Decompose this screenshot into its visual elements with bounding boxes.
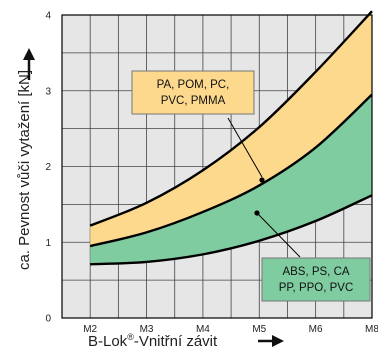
annotation-label: ABS, PS, CA	[282, 266, 349, 278]
boundary-curve-3	[90, 194, 373, 266]
annotation-box	[261, 257, 371, 302]
x-axis-title: B-Lok®-Vnitřní závit	[88, 332, 218, 350]
annotation-marker	[254, 210, 260, 216]
x-tick-label: M8	[365, 324, 378, 335]
x-tick-label: M3	[140, 324, 154, 335]
y-axis-label: ca. Pevnost vůči vytažení [kN]	[16, 48, 35, 270]
y-axis-title: ca. Pevnost vůči vytažení [kN]	[16, 70, 33, 270]
y-tick-label: 0	[45, 314, 51, 325]
annotation-label: PVC, PMMA	[161, 95, 226, 107]
y-axis-arrow-head	[23, 48, 35, 60]
plot-border	[61, 14, 373, 319]
band-2	[90, 94, 372, 265]
y-tick-label: 3	[45, 86, 51, 97]
x-axis-label: B-Lok®-Vnitřní závit	[88, 332, 284, 350]
x-tick-label: M5	[252, 324, 266, 335]
annotation-label: PA, POM, PC,	[157, 79, 230, 91]
boundary-curve-2	[89, 93, 373, 248]
plot-area: 0 1 2 3 4 M2 M3 M4 M5 M6 M8 PA, POM, PC, PVC, PMMA AB…	[45, 10, 378, 335]
y-tick-label: 4	[45, 11, 51, 22]
y-tick-label: 1	[45, 238, 51, 249]
boundary-curve-1	[89, 10, 373, 227]
annotation-marker	[259, 177, 265, 183]
x-tick-label: M4	[196, 324, 210, 335]
x-tick-label: M2	[83, 324, 97, 335]
y-tick-label: 2	[45, 162, 51, 173]
x-tick-label: M6	[309, 324, 323, 335]
annotation-leader-line	[227, 117, 263, 178]
annotation-box	[131, 70, 255, 115]
x-axis-arrow-head	[272, 335, 284, 347]
annotation-label: PP, PPO, PVC	[279, 282, 354, 294]
annotation-leader-line	[257, 213, 301, 258]
